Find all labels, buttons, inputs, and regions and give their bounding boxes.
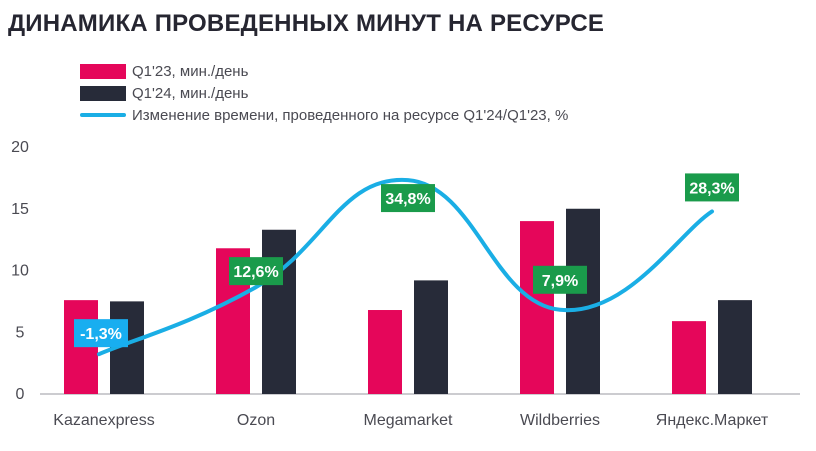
x-category-label: Ozon <box>237 412 275 429</box>
x-category-label: Kazanexpress <box>53 412 154 429</box>
bar-q1-24 <box>414 280 448 394</box>
change-badge <box>685 173 739 202</box>
legend-item-change: Изменение времени, проведенного на ресур… <box>80 104 568 126</box>
change-badge <box>533 265 587 294</box>
bar-q1-24 <box>566 208 600 394</box>
legend-swatch-q1-23 <box>80 63 126 79</box>
x-category-label: Megamarket <box>364 412 453 429</box>
change-badge <box>74 319 128 348</box>
legend-label-q1-24: Q1'24, мин./день <box>132 84 249 102</box>
y-tick-label: 20 <box>11 139 29 156</box>
legend-line-change <box>80 113 126 117</box>
legend-item-q1-23: Q1'23, мин./день <box>80 60 568 82</box>
bar-q1-23 <box>672 321 706 394</box>
change-badge <box>381 184 435 213</box>
change-badge-label: 7,9% <box>542 273 578 290</box>
change-badge-label: -1,3% <box>80 326 122 343</box>
change-line <box>97 178 714 357</box>
y-tick-label: 10 <box>11 263 29 280</box>
x-category-label: Wildberries <box>520 412 600 429</box>
legend-label-change: Изменение времени, проведенного на ресур… <box>132 106 569 124</box>
y-tick-label: 0 <box>16 386 25 403</box>
chart-title: ДИНАМИКА ПРОВЕДЕННЫХ МИНУТ НА РЕСУРСЕ <box>8 10 605 37</box>
legend-item-q1-24: Q1'24, мин./день <box>80 82 568 104</box>
bar-q1-24 <box>262 229 296 394</box>
change-badge-label: 12,6% <box>233 264 278 281</box>
bar-q1-23 <box>368 310 402 394</box>
bar-q1-24 <box>718 300 752 394</box>
legend: Q1'23, мин./день Q1'24, мин./день Измене… <box>80 60 568 126</box>
change-badge-label: 34,8% <box>385 191 430 208</box>
legend-swatch-q1-24 <box>80 85 126 101</box>
y-tick-label: 5 <box>16 324 25 341</box>
y-tick-label: 15 <box>11 201 29 218</box>
change-badge <box>229 257 283 286</box>
legend-label-q1-23: Q1'23, мин./день <box>132 62 249 80</box>
change-badge-label: 28,3% <box>689 180 734 197</box>
x-category-label: Яндекс.Маркет <box>656 412 769 429</box>
